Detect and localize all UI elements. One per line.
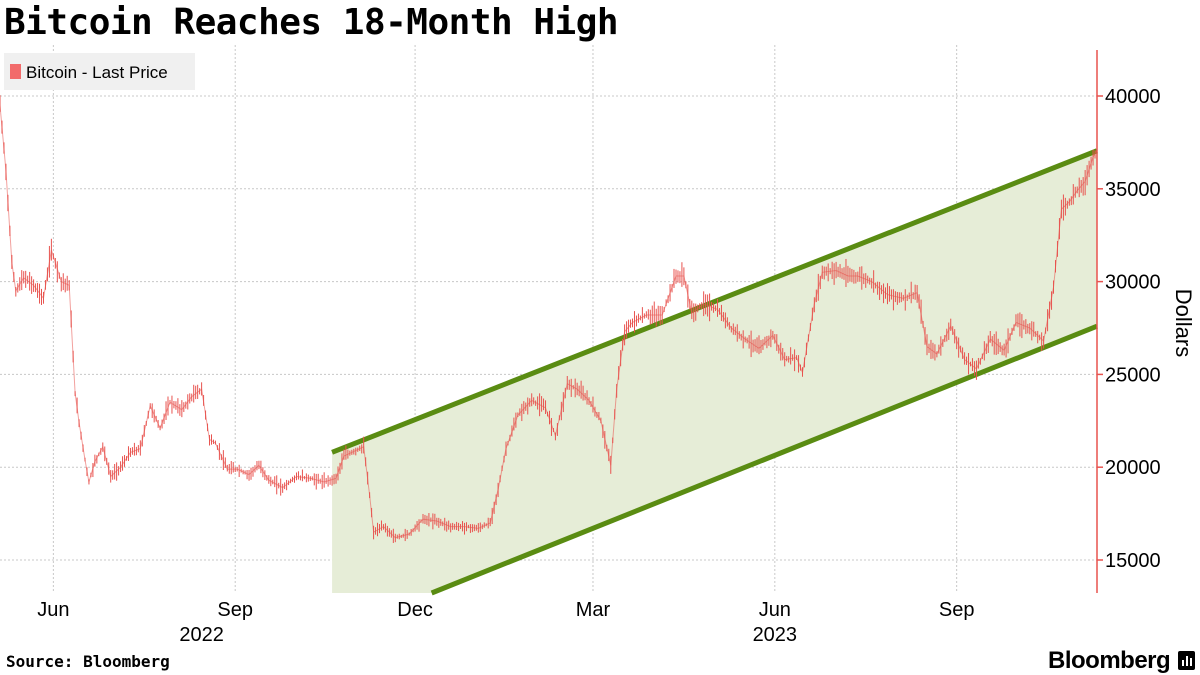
x-tick-label-jun-4: Jun	[759, 599, 791, 621]
channel-band	[332, 150, 1098, 593]
x-tick-label-sep-1: Sep	[217, 599, 253, 621]
channel-upper-line	[331, 148, 1098, 455]
legend: Bitcoin - Last Price	[4, 53, 195, 90]
y-tick-label-15000: 15000	[1105, 550, 1161, 572]
trend-channel	[331, 148, 1098, 596]
chart-title: Bitcoin Reaches 18-Month High	[4, 2, 619, 43]
y-tick-label-20000: 20000	[1105, 457, 1161, 479]
price-series	[0, 95, 1098, 543]
legend-background	[4, 53, 195, 90]
channel-lower-line	[430, 323, 1098, 596]
x-tick-label-mar-3: Mar	[576, 599, 611, 621]
source-note: Source: Bloomberg	[6, 652, 170, 671]
x-tick-label-jun-0: Jun	[37, 599, 69, 621]
y-tick-label-25000: 25000	[1105, 364, 1161, 386]
bloomberg-terminal-icon	[1178, 651, 1195, 670]
y-tick-label-40000: 40000	[1105, 86, 1161, 108]
legend-swatch-bitcoin	[10, 64, 21, 79]
x-year-label-2022: 2022	[179, 624, 224, 645]
y-tick-label-35000: 35000	[1105, 179, 1161, 201]
y-axis-label: Dollars	[1171, 289, 1196, 357]
x-tick-label-dec-2: Dec	[397, 599, 433, 621]
chart-canvas: 15000 20000 25000 30000 35000 40000 Jun Sep Dec M…	[0, 45, 1196, 645]
legend-label-bitcoin: Bitcoin - Last Price	[26, 63, 168, 82]
y-tick-label-30000: 30000	[1105, 272, 1161, 294]
x-tick-label-sep-5: Sep	[939, 599, 975, 621]
axes: 15000 20000 25000 30000 35000 40000 Jun Sep Dec M…	[37, 50, 1161, 645]
price-line	[0, 105, 1098, 539]
bloomberg-logo: Bloomberg	[1048, 647, 1171, 674]
x-year-label-2023: 2023	[753, 624, 798, 645]
